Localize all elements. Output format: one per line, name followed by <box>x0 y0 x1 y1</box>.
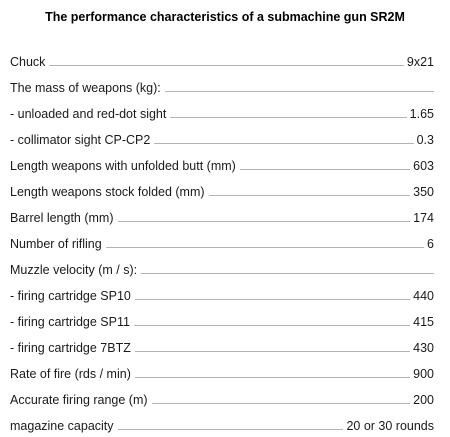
spec-row-velocity-7btz: - firing cartridge 7BTZ 430 <box>10 330 434 356</box>
leader-line <box>133 325 411 326</box>
spec-value: 9x21 <box>406 55 434 69</box>
leader-line <box>105 247 425 248</box>
spec-value: 6 <box>427 237 434 251</box>
leader-line <box>49 65 404 66</box>
leader-line <box>134 351 411 352</box>
spec-label: The mass of weapons (kg): <box>10 81 161 95</box>
spec-label: - collimator sight CP-CP2 <box>10 133 151 147</box>
leader-line <box>239 169 411 170</box>
spec-label: magazine capacity <box>10 419 114 433</box>
spec-label: Length weapons stock folded (mm) <box>10 185 205 199</box>
spec-list: Chuck 9x21 The mass of weapons (kg): - u… <box>10 44 434 434</box>
leader-line <box>134 299 411 300</box>
spec-row-rifling: Number of rifling 6 <box>10 226 434 252</box>
spec-label: Accurate firing range (m) <box>10 393 148 407</box>
spec-row-barrel-length: Barrel length (mm) 174 <box>10 200 434 226</box>
spec-row-mass-collimator: - collimator sight CP-CP2 0.3 <box>10 122 434 148</box>
spec-label: Barrel length (mm) <box>10 211 114 225</box>
page-title: The performance characteristics of a sub… <box>45 10 405 24</box>
spec-value: 430 <box>413 341 434 355</box>
spec-label: Rate of fire (rds / min) <box>10 367 131 381</box>
spec-value: 415 <box>413 315 434 329</box>
leader-line <box>134 377 411 378</box>
spec-row-mass-unloaded: - unloaded and red-dot sight 1.65 <box>10 96 434 122</box>
spec-label: Length weapons with unfolded butt (mm) <box>10 159 236 173</box>
spec-label: - firing cartridge SP10 <box>10 289 131 303</box>
leader-line <box>117 429 344 430</box>
spec-value: 200 <box>413 393 434 407</box>
spec-label: Chuck <box>10 55 46 69</box>
spec-row-velocity-sp11: - firing cartridge SP11 415 <box>10 304 434 330</box>
leader-line <box>170 117 407 118</box>
leader-line <box>151 403 411 404</box>
leader-line <box>208 195 411 196</box>
spec-row-rate-of-fire: Rate of fire (rds / min) 900 <box>10 356 434 382</box>
spec-value: 440 <box>413 289 434 303</box>
spec-value: 350 <box>413 185 434 199</box>
spec-label: Number of rifling <box>10 237 102 251</box>
spec-label: Muzzle velocity (m / s): <box>10 263 138 277</box>
spec-value: 1.65 <box>409 107 434 121</box>
spec-label: - unloaded and red-dot sight <box>10 107 167 121</box>
spec-label: - firing cartridge SP11 <box>10 315 130 329</box>
leader-line <box>141 273 434 274</box>
spec-value: 174 <box>413 211 434 225</box>
leader-line <box>117 221 411 222</box>
spec-value: 0.3 <box>416 133 434 147</box>
spec-row-velocity-sp10: - firing cartridge SP10 440 <box>10 278 434 304</box>
spec-row-magazine-capacity: magazine capacity 20 or 30 rounds <box>10 408 434 434</box>
spec-label: - firing cartridge 7BTZ <box>10 341 131 355</box>
spec-row-length-folded: Length weapons stock folded (mm) 350 <box>10 174 434 200</box>
spec-value: 900 <box>413 367 434 381</box>
spec-row-chuck: Chuck 9x21 <box>10 44 434 70</box>
spec-row-firing-range: Accurate firing range (m) 200 <box>10 382 434 408</box>
leader-line <box>164 91 434 92</box>
spec-row-length-unfolded: Length weapons with unfolded butt (mm) 6… <box>10 148 434 174</box>
spec-row-velocity-heading: Muzzle velocity (m / s): <box>10 252 434 278</box>
spec-row-mass-heading: The mass of weapons (kg): <box>10 70 434 96</box>
spec-value: 603 <box>413 159 434 173</box>
leader-line <box>154 143 414 144</box>
spec-value: 20 or 30 rounds <box>346 419 434 433</box>
